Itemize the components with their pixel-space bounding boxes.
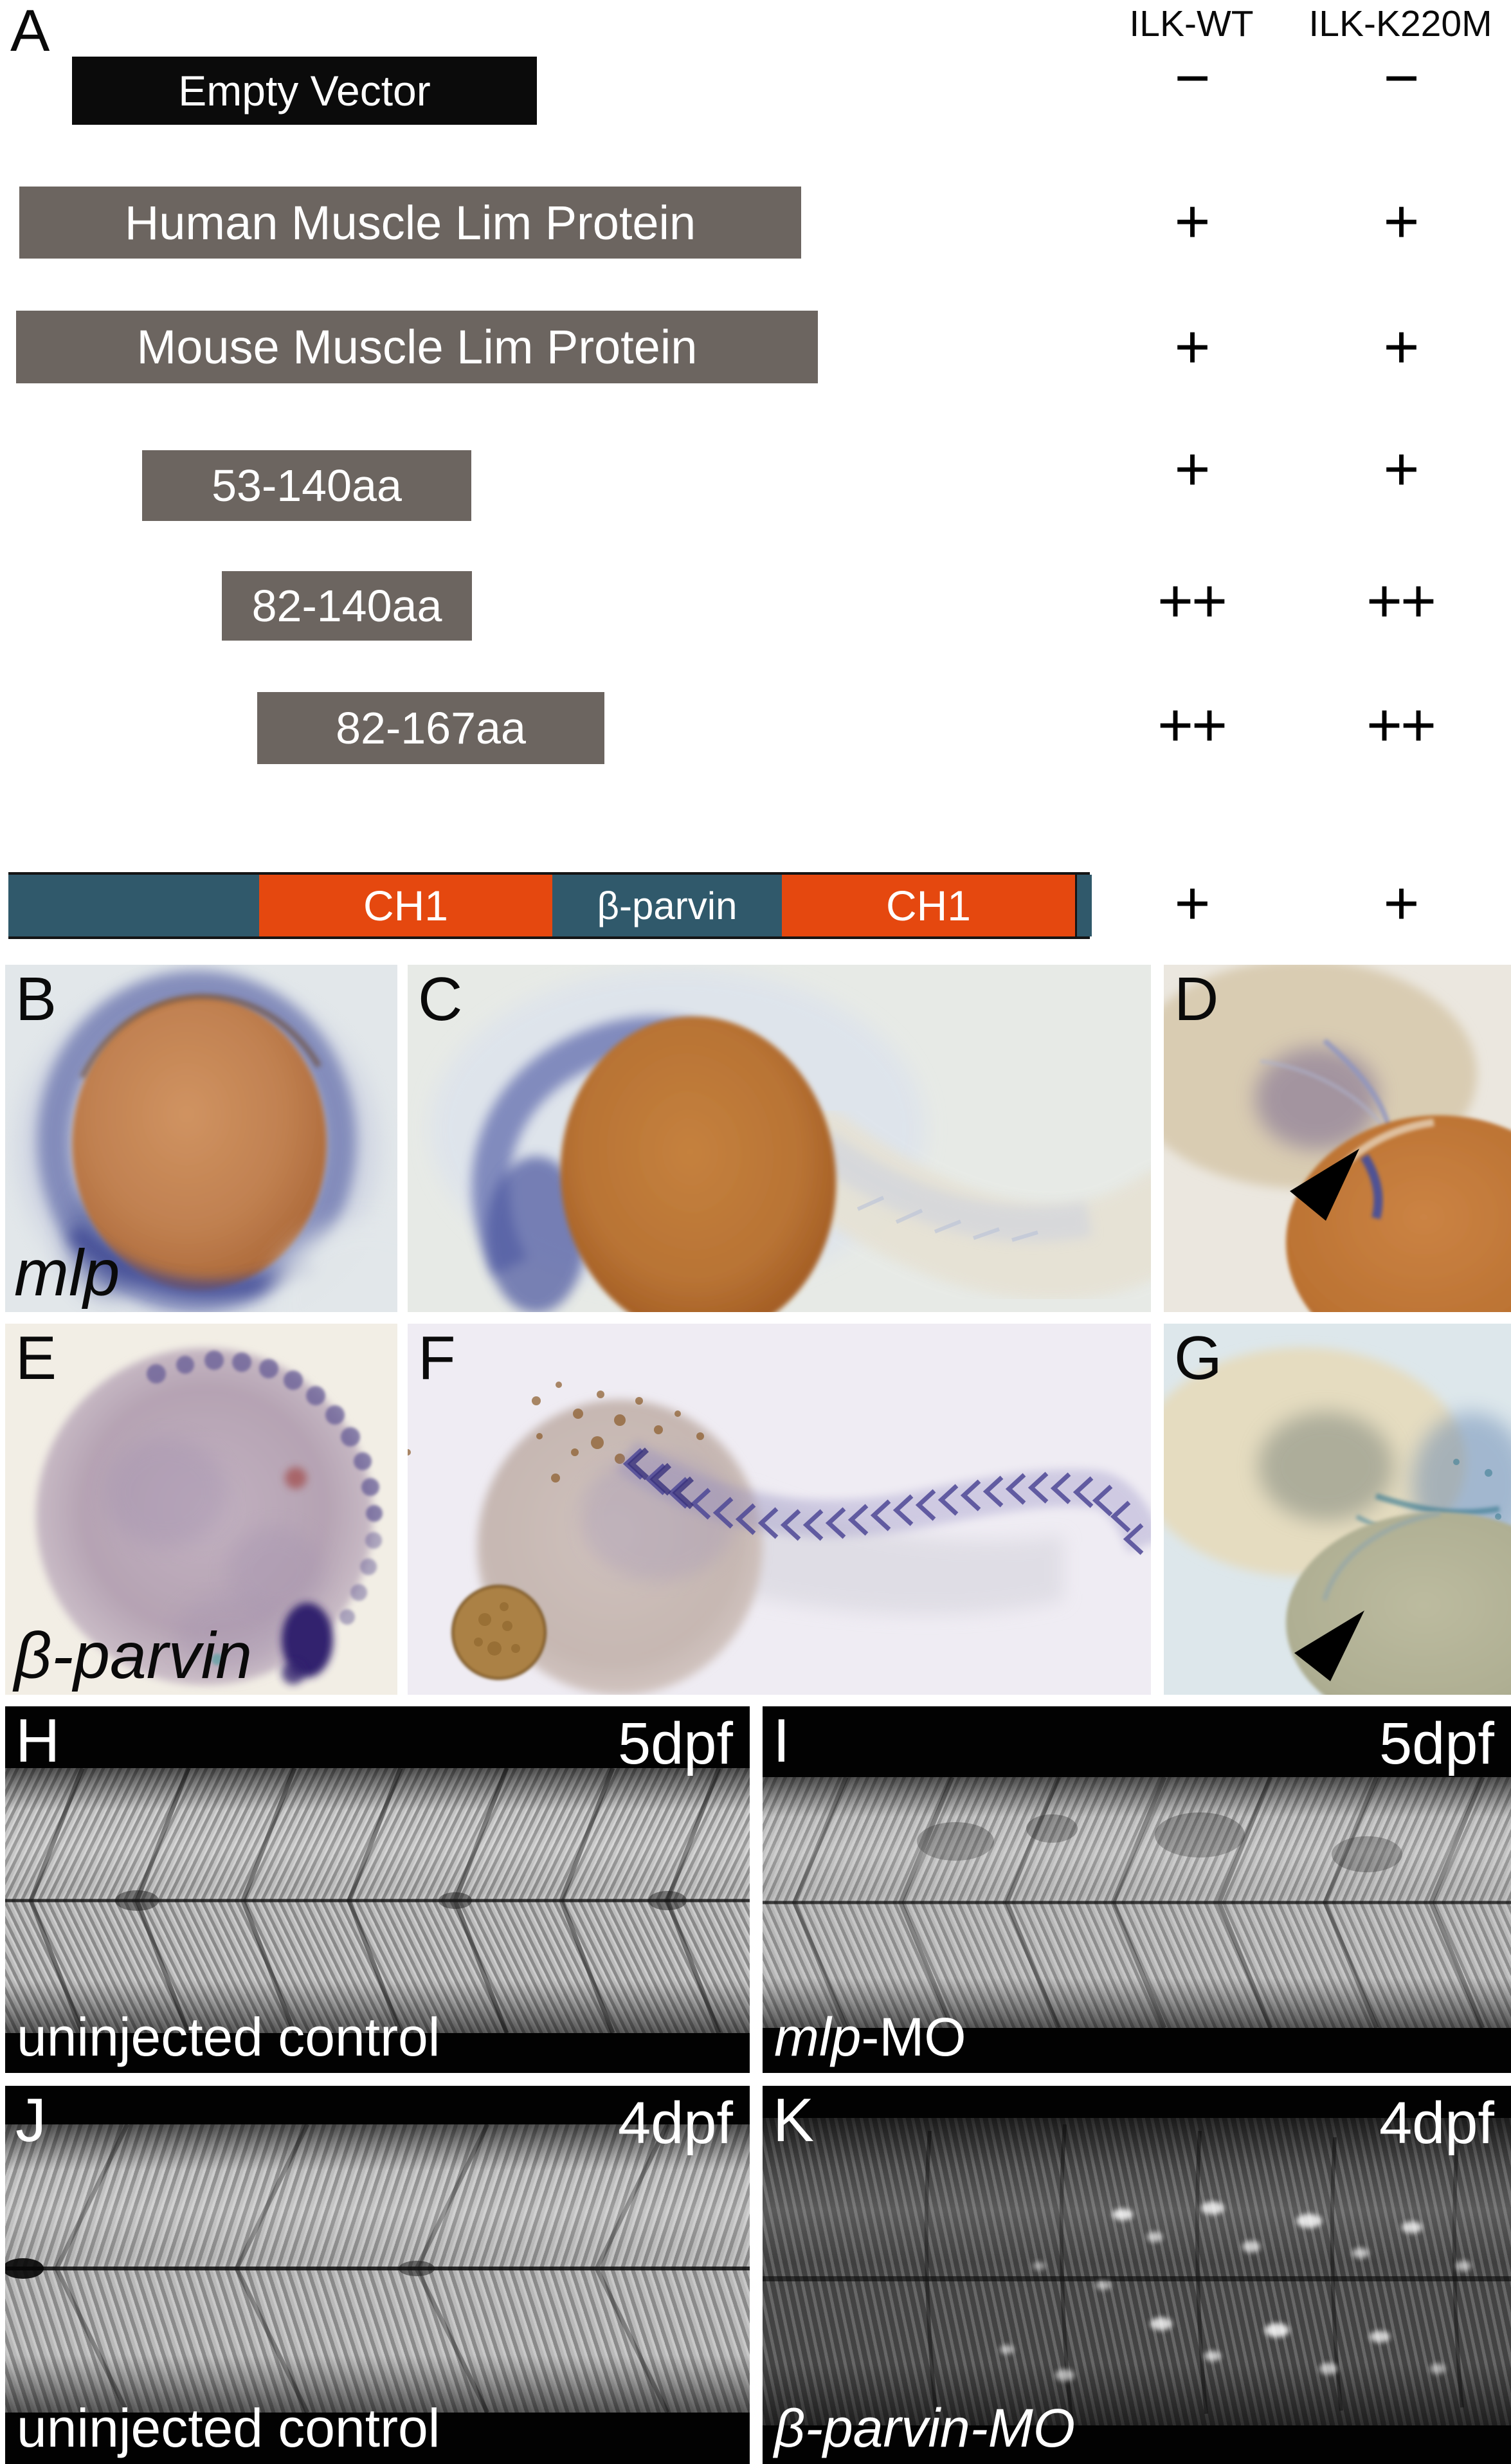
- panel-letter: E: [15, 1324, 57, 1392]
- panel-letter: J: [15, 2086, 46, 2155]
- panel-letter: K: [773, 2086, 815, 2155]
- embryo-illustration: [430, 968, 1151, 1312]
- muscle-tissue: [5, 2124, 750, 2413]
- construct-label: Human Muscle Lim Protein: [124, 196, 696, 250]
- treatment-caption: uninjected control: [17, 2007, 440, 2067]
- construct-label: 53-140aa: [212, 461, 402, 511]
- panel-e-beta-parvin-embryo-dorsal: E β-parvin: [5, 1324, 397, 1695]
- ch1-domain-right: CH1: [782, 875, 1075, 936]
- panel-g-beta-parvin-head-closeup: G: [1164, 1324, 1511, 1695]
- construct-label: 82-167aa: [336, 703, 526, 753]
- result-construct-ilk-wt: +: [1174, 869, 1210, 938]
- stage-label: 4dpf: [1379, 2090, 1494, 2156]
- panel-i-muscle-mlp-morphant-5dpf: I 5dpf mlp-MO: [763, 1706, 1511, 2073]
- beta-parvin-segment-label: β-parvin: [552, 875, 782, 936]
- result-human-mlp-ilk-wt: +: [1174, 187, 1210, 256]
- construct-bar-82-167aa: 82-167aa: [257, 692, 604, 764]
- panel-j-muscle-uninjected-4dpf: J 4dpf uninjected control: [5, 2086, 750, 2464]
- construct-label: Empty Vector: [178, 67, 431, 114]
- brown-sphere: [451, 1585, 547, 1680]
- construct-label: 82-140aa: [251, 581, 442, 631]
- embryo-illustration: [18, 971, 397, 1312]
- panel-letter: G: [1174, 1324, 1222, 1392]
- result-empty-vector-ilk-k220m: −: [1383, 44, 1419, 113]
- gene-name: β-parvin: [774, 2398, 970, 2458]
- ch1-label: CH1: [363, 882, 449, 929]
- panel-k-muscle-beta-parvin-morphant-4dpf: K 4dpf β-parvin-MO: [763, 2086, 1511, 2464]
- panel-letter: B: [15, 965, 57, 1034]
- result-53-140aa-ilk-k220m: +: [1383, 435, 1419, 504]
- panel-d-mlp-head-closeup: D: [1164, 965, 1511, 1312]
- panel-h-muscle-uninjected-5dpf: H 5dpf uninjected control: [5, 1706, 750, 2073]
- ch1-label: CH1: [885, 882, 972, 929]
- construct-bar-mouse-mlp: Mouse Muscle Lim Protein: [16, 311, 818, 383]
- panel-letter: C: [418, 965, 463, 1034]
- result-82-140aa-ilk-wt: ++: [1157, 567, 1227, 635]
- result-mouse-mlp-ilk-k220m: +: [1383, 313, 1419, 381]
- myoseptum-chevrons: [763, 1777, 1511, 2028]
- muscle-tissue: [763, 1777, 1511, 2028]
- beta-parvin-label: β-parvin: [597, 884, 737, 927]
- morpholino-suffix: -MO: [861, 2007, 966, 2067]
- construct-label: Mouse Muscle Lim Protein: [136, 320, 698, 374]
- morpholino-suffix: -MO: [970, 2398, 1076, 2458]
- somite-chevrons-dark: [627, 1447, 694, 1510]
- result-82-167aa-ilk-k220m: ++: [1366, 691, 1436, 760]
- result-53-140aa-ilk-wt: +: [1174, 435, 1210, 504]
- panel-c-mlp-embryo-lateral: C: [408, 965, 1151, 1312]
- somite-dots: [147, 1351, 383, 1522]
- beta-parvin-domain-construct: CH1 β-parvin CH1: [8, 872, 1092, 939]
- treatment-caption: β-parvin-MO: [774, 2401, 1075, 2455]
- pigment-speckles: [408, 1382, 704, 1483]
- result-empty-vector-ilk-wt: −: [1174, 44, 1210, 113]
- result-82-140aa-ilk-k220m: ++: [1366, 567, 1436, 635]
- column-header-ilk-k220m: ILK-K220M: [1308, 3, 1492, 44]
- muscle-tissue-disorganized: [763, 2118, 1511, 2425]
- ch1-domain-left: CH1: [259, 875, 552, 936]
- gene-label-mlp: mlp: [14, 1236, 120, 1310]
- embryo-illustration: [1164, 1347, 1511, 1695]
- disrupted-fibers: [763, 2124, 1511, 2418]
- arrowhead-icon: [1294, 1611, 1364, 1681]
- myoseptum-chevrons: [5, 2124, 750, 2413]
- embryo-illustration: [36, 1348, 383, 1685]
- panel-letter: D: [1174, 965, 1219, 1034]
- gene-name: mlp: [774, 2007, 862, 2067]
- stage-label: 5dpf: [1379, 1711, 1494, 1776]
- treatment-caption: mlp-MO: [774, 2010, 966, 2064]
- brown-sphere-mottle: [474, 1602, 520, 1656]
- gene-label-beta-parvin: β-parvin: [14, 1619, 253, 1692]
- treatment-caption: uninjected control: [17, 2398, 440, 2458]
- stage-label: 5dpf: [617, 1711, 733, 1776]
- myoseptum-chevrons: [5, 1768, 750, 2033]
- embryo-illustration: [408, 1382, 1151, 1695]
- construct-bar-82-140aa: 82-140aa: [222, 571, 472, 641]
- result-human-mlp-ilk-k220m: +: [1383, 187, 1419, 256]
- construct-bar-human-mlp: Human Muscle Lim Protein: [19, 187, 801, 259]
- panel-letter: F: [418, 1324, 456, 1392]
- panel-b-mlp-embryo-dorsal: B mlp: [5, 965, 397, 1312]
- muscle-tissue: [5, 1768, 750, 2033]
- somite-dots-faint: [339, 1532, 382, 1625]
- panel-letter: H: [15, 1706, 60, 1775]
- embryo-illustration: [1164, 965, 1511, 1312]
- construct-bar-53-140aa: 53-140aa: [142, 450, 471, 521]
- construct-bar-empty-vector: Empty Vector: [72, 57, 537, 125]
- column-header-ilk-wt: ILK-WT: [1129, 3, 1254, 44]
- result-construct-ilk-k220m: +: [1383, 869, 1419, 938]
- panel-f-beta-parvin-embryo-lateral: F: [408, 1324, 1151, 1695]
- panel-a-letter: A: [10, 0, 50, 64]
- stage-label: 4dpf: [617, 2090, 733, 2156]
- result-mouse-mlp-ilk-wt: +: [1174, 313, 1210, 381]
- construct-endcap: [1075, 875, 1092, 936]
- bright-debris-patches: [1000, 2202, 1471, 2381]
- arrowhead-icon: [1290, 1149, 1359, 1221]
- panel-letter: I: [773, 1706, 790, 1775]
- result-82-167aa-ilk-wt: ++: [1157, 691, 1227, 760]
